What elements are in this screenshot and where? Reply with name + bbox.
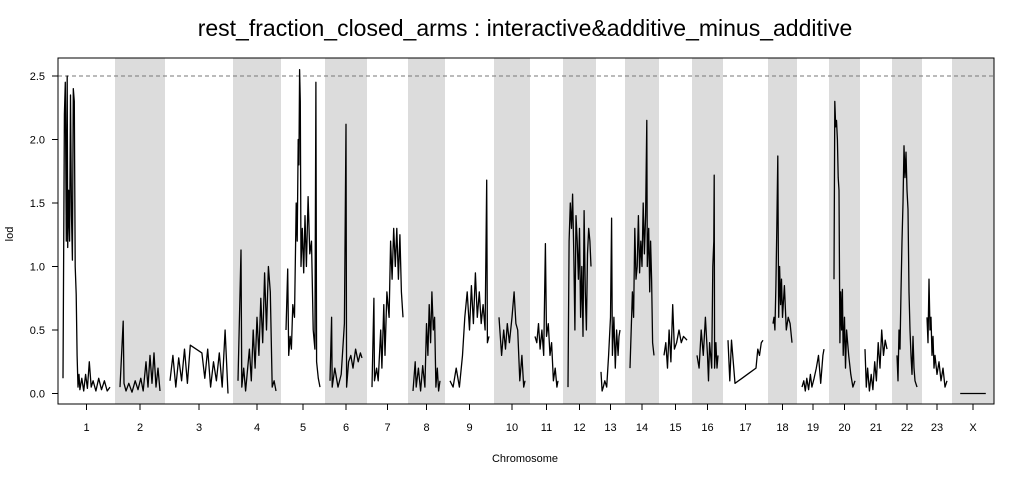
lod-curve-chr-15 bbox=[663, 303, 688, 369]
lod-curve-chr-12 bbox=[567, 193, 592, 388]
lod-curve-chr-19 bbox=[801, 348, 825, 392]
chromosome-band-8 bbox=[408, 58, 445, 404]
lod-curve-chr-17 bbox=[727, 339, 764, 384]
x-tick-label-22: 22 bbox=[901, 422, 913, 434]
lod-curve-chr-4 bbox=[237, 249, 277, 392]
x-tick-label-20: 20 bbox=[838, 422, 850, 434]
y-axis-title: lod bbox=[4, 227, 16, 242]
chromosome-band-22 bbox=[892, 58, 922, 404]
x-tick-label-21: 21 bbox=[870, 422, 882, 434]
x-tick-label-15: 15 bbox=[669, 422, 681, 434]
y-tick-label: 0.0 bbox=[30, 389, 45, 401]
chromosome-band-X bbox=[952, 58, 994, 404]
x-tick-label-5: 5 bbox=[300, 422, 306, 434]
lod-curve-chr-6 bbox=[329, 123, 363, 388]
y-tick-label: 0.5 bbox=[30, 325, 45, 337]
x-tick-label-8: 8 bbox=[423, 422, 429, 434]
x-tick-label-X: X bbox=[969, 422, 977, 434]
x-tick-label-16: 16 bbox=[701, 422, 713, 434]
chromosome-band-18 bbox=[768, 58, 797, 404]
x-tick-label-12: 12 bbox=[573, 422, 585, 434]
x-tick-label-7: 7 bbox=[384, 422, 390, 434]
x-axis: 1 2 3 4 5 6 7 8 9 10 11 12 13 14 15 16 17 18 19 20 21 22 23 X bbox=[83, 404, 977, 434]
lod-curve-chr-22 bbox=[896, 145, 918, 388]
chromosome-band-4 bbox=[233, 58, 281, 404]
x-tick-label-18: 18 bbox=[776, 422, 788, 434]
lod-curve-chr-14 bbox=[629, 119, 655, 369]
lod-curve-chr-16 bbox=[696, 174, 719, 382]
lod-curve-chr-10 bbox=[498, 291, 526, 388]
lod-curve-chr-11 bbox=[534, 242, 559, 388]
lod-curve-chr-9 bbox=[449, 179, 490, 388]
x-tick-label-11: 11 bbox=[541, 422, 552, 434]
x-tick-label-1: 1 bbox=[83, 422, 89, 434]
x-tick-label-9: 9 bbox=[466, 422, 472, 434]
chromosome-band-2 bbox=[115, 58, 165, 404]
x-tick-label-4: 4 bbox=[254, 422, 260, 434]
y-tick-label: 1.0 bbox=[30, 262, 45, 274]
lod-curve-chr-13 bbox=[600, 217, 621, 392]
x-axis-title: Chromosome bbox=[492, 453, 558, 465]
lod-curve-chr-1 bbox=[62, 75, 111, 392]
x-tick-label-10: 10 bbox=[506, 422, 518, 434]
chart-title: rest_fraction_closed_arms : interactive&… bbox=[198, 15, 853, 41]
plot-frame bbox=[57, 57, 995, 405]
lod-curve-chr-3 bbox=[169, 329, 229, 394]
y-tick-label: 2.5 bbox=[30, 71, 45, 83]
x-tick-label-19: 19 bbox=[807, 422, 819, 434]
chromosome-shading bbox=[115, 58, 994, 404]
lod-curve-chr-7 bbox=[371, 227, 404, 388]
lod-curves bbox=[62, 68, 986, 395]
lod-curve-chr-18 bbox=[772, 155, 793, 343]
lod-curve-chr-20 bbox=[833, 100, 856, 388]
x-tick-label-23: 23 bbox=[931, 422, 943, 434]
lod-curve-chr-2 bbox=[119, 320, 161, 393]
x-tick-label-14: 14 bbox=[636, 422, 648, 434]
y-axis: 0.0 0.5 1.0 1.5 2.0 2.5 bbox=[30, 71, 58, 401]
x-tick-label-6: 6 bbox=[343, 422, 349, 434]
y-tick-label: 1.5 bbox=[30, 198, 45, 210]
x-tick-label-3: 3 bbox=[196, 422, 202, 434]
chromosome-band-10 bbox=[494, 58, 530, 404]
lod-curve-chr-8 bbox=[412, 291, 441, 392]
lod-curve-chr-5 bbox=[285, 68, 321, 388]
lod-curve-chr-23 bbox=[926, 278, 948, 388]
lod-curve-chr-21 bbox=[864, 329, 888, 392]
x-tick-label-13: 13 bbox=[604, 422, 616, 434]
y-tick-label: 2.0 bbox=[30, 135, 45, 147]
x-tick-label-2: 2 bbox=[137, 422, 143, 434]
x-tick-label-17: 17 bbox=[739, 422, 751, 434]
